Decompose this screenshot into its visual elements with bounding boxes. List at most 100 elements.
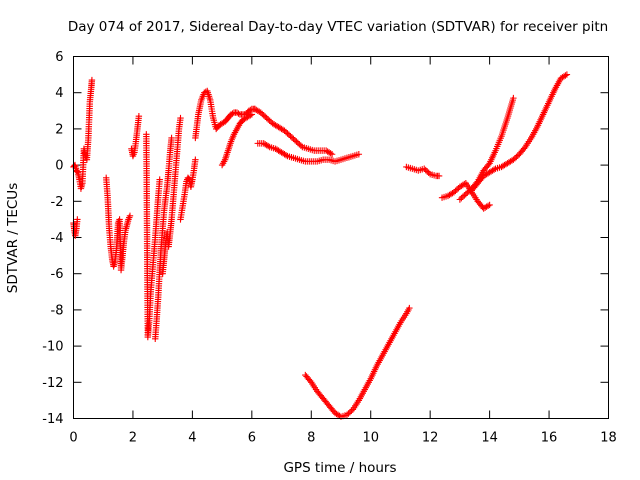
data-point bbox=[264, 116, 272, 123]
y-tick-label: 6 bbox=[55, 50, 63, 65]
y-tick-label: 4 bbox=[55, 86, 63, 101]
data-point bbox=[456, 196, 464, 203]
chart-title: Day 074 of 2017, Sidereal Day-to-day VTE… bbox=[68, 19, 608, 35]
data-point bbox=[281, 127, 288, 134]
data-point bbox=[462, 190, 470, 198]
data-point bbox=[345, 410, 352, 417]
series-s06 bbox=[152, 134, 175, 343]
series-s13 bbox=[302, 304, 413, 420]
data-point bbox=[453, 186, 461, 193]
data-point bbox=[185, 175, 192, 182]
data-point bbox=[452, 187, 459, 195]
x-tick-label: 2 bbox=[129, 431, 137, 446]
y-tick-label: -8 bbox=[51, 303, 64, 318]
data-point bbox=[297, 142, 305, 149]
data-point bbox=[346, 408, 354, 416]
data-point bbox=[406, 304, 413, 312]
x-tick-label: 0 bbox=[69, 431, 77, 446]
series-s02 bbox=[70, 216, 81, 239]
data-point bbox=[486, 201, 493, 209]
x-tick-label: 10 bbox=[362, 431, 379, 446]
axis-ticks: 0 2 4 6 8 10 12 14 16 18 -14 -12 -10 -8 -6 -4 -2 0 2 4 6 bbox=[42, 50, 617, 446]
data-point bbox=[306, 377, 314, 385]
x-axis-label: GPS time / hours bbox=[283, 460, 396, 476]
data-point bbox=[422, 166, 429, 174]
data-point bbox=[327, 150, 334, 157]
data-point bbox=[266, 117, 273, 124]
data-point bbox=[229, 110, 236, 117]
data-points bbox=[70, 71, 571, 420]
data-point bbox=[296, 141, 303, 148]
data-point bbox=[287, 132, 294, 140]
x-tick-label: 18 bbox=[600, 431, 617, 446]
data-point bbox=[291, 137, 299, 144]
data-point bbox=[156, 176, 163, 183]
data-point bbox=[264, 142, 272, 150]
y-tick-label: -14 bbox=[42, 412, 63, 427]
series-s09 bbox=[192, 87, 259, 142]
data-point bbox=[355, 151, 363, 158]
series-s14 bbox=[403, 163, 443, 180]
data-point bbox=[285, 131, 293, 138]
data-point bbox=[235, 110, 242, 117]
data-point bbox=[288, 134, 296, 141]
y-tick-label: -12 bbox=[42, 376, 63, 391]
data-point bbox=[490, 166, 498, 173]
data-point bbox=[563, 71, 571, 78]
series-s17 bbox=[468, 71, 571, 194]
x-tick-label: 8 bbox=[307, 431, 315, 446]
data-point bbox=[248, 111, 256, 118]
data-point bbox=[284, 130, 291, 137]
data-point bbox=[510, 156, 517, 163]
data-point bbox=[177, 114, 184, 122]
data-point bbox=[435, 172, 443, 180]
series-s01 bbox=[70, 76, 96, 192]
data-point bbox=[282, 151, 290, 159]
data-point bbox=[260, 112, 267, 119]
data-point bbox=[263, 114, 270, 122]
data-point bbox=[464, 189, 471, 196]
y-tick-label: -10 bbox=[42, 340, 63, 355]
data-point bbox=[423, 168, 431, 175]
data-point bbox=[257, 109, 264, 116]
y-tick-label: -2 bbox=[51, 195, 64, 210]
data-point bbox=[485, 161, 492, 168]
data-point bbox=[484, 202, 492, 210]
data-point bbox=[562, 72, 569, 79]
data-point bbox=[294, 139, 302, 147]
data-point bbox=[511, 155, 519, 162]
data-point bbox=[290, 135, 297, 143]
data-point bbox=[510, 94, 517, 102]
data-point bbox=[126, 212, 134, 219]
data-point bbox=[247, 106, 254, 114]
data-point bbox=[425, 169, 432, 176]
y-axis-label: SDTVAR / TECUs bbox=[5, 183, 21, 293]
data-point bbox=[74, 168, 81, 175]
data-point bbox=[459, 193, 467, 200]
series-s11 bbox=[251, 105, 336, 158]
y-tick-label: -4 bbox=[51, 231, 64, 246]
y-tick-label: -6 bbox=[51, 267, 64, 282]
x-tick-label: 16 bbox=[541, 431, 558, 446]
data-point bbox=[465, 188, 473, 195]
plot-frame bbox=[73, 56, 609, 419]
x-tick-label: 4 bbox=[188, 431, 196, 446]
data-point bbox=[247, 112, 254, 119]
data-point bbox=[262, 113, 269, 120]
data-point bbox=[461, 192, 468, 199]
y-tick-label: 0 bbox=[55, 159, 63, 174]
data-point bbox=[135, 113, 143, 120]
series-s10 bbox=[218, 111, 256, 169]
y-tick-label: 2 bbox=[55, 122, 63, 137]
data-point bbox=[343, 411, 351, 419]
data-point bbox=[458, 194, 465, 202]
data-point bbox=[168, 134, 175, 142]
data-point bbox=[421, 165, 428, 172]
series-s03 bbox=[102, 174, 134, 274]
series-s07 bbox=[159, 114, 184, 277]
data-point bbox=[88, 76, 96, 84]
data-point bbox=[328, 151, 336, 158]
data-point bbox=[259, 110, 266, 118]
data-point bbox=[74, 216, 81, 223]
